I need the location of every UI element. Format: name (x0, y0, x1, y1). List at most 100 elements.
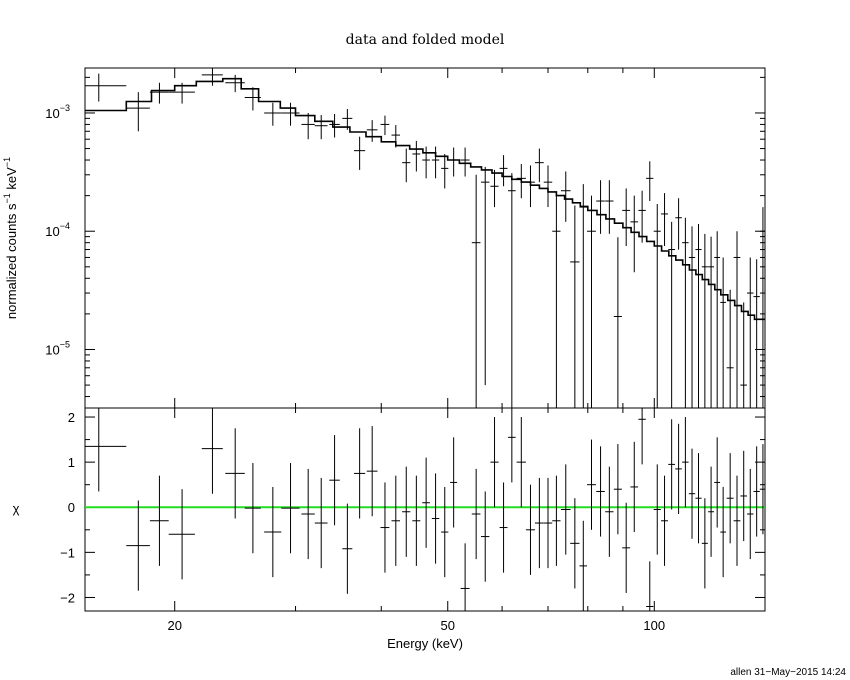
residual-point (605, 466, 614, 557)
residual-point (168, 489, 195, 580)
data-point (605, 180, 614, 234)
data-point (391, 125, 401, 148)
data-point (525, 165, 535, 208)
top-plot-frame (84, 67, 766, 409)
residual-point (661, 475, 668, 566)
residual-point (630, 441, 639, 533)
data-point (380, 115, 390, 136)
data-point (422, 146, 430, 179)
data-point (596, 180, 605, 234)
data-point (264, 102, 282, 126)
data-point (431, 146, 440, 179)
data-point (740, 302, 747, 408)
x-axis-label: Energy (keV) (387, 636, 463, 651)
residual-point (301, 468, 315, 560)
residual-point (85, 408, 127, 492)
data-point (653, 203, 661, 408)
bottom-plot-frame (84, 407, 766, 612)
residual-point (225, 428, 245, 519)
residual-point (507, 408, 516, 483)
data-point (412, 140, 421, 172)
data-point (560, 171, 571, 222)
residual-point (314, 477, 328, 569)
data-point (579, 184, 588, 408)
residual-point (450, 437, 458, 528)
x-tick-label: 100 (643, 618, 665, 633)
residual-point (353, 428, 366, 519)
data-point (534, 148, 544, 183)
residual-point (746, 468, 754, 560)
data-point (499, 155, 508, 187)
residual-point (622, 502, 631, 593)
residual-point (149, 475, 169, 566)
residual-point (244, 463, 261, 554)
data-point (726, 289, 734, 408)
data-point (630, 195, 639, 273)
data-point (668, 221, 676, 408)
y-tick-label: 2 (68, 410, 75, 425)
data-point (225, 74, 245, 93)
residual-point (726, 453, 734, 544)
data-point (613, 237, 622, 408)
residual-point (708, 466, 715, 557)
residual-point (682, 417, 689, 508)
data-point (329, 114, 340, 138)
residual-point (480, 491, 490, 582)
residual-point (431, 473, 440, 564)
residual-point (525, 484, 535, 575)
data-point (301, 112, 315, 140)
data-point (759, 207, 765, 408)
data-point (720, 257, 726, 408)
residual-point (668, 419, 676, 510)
data-point (714, 231, 721, 408)
data-point (480, 166, 490, 386)
bottom-y-axis-label: χ (13, 501, 20, 516)
residual-point (646, 561, 654, 611)
data-point (244, 87, 261, 111)
data-point (314, 115, 328, 140)
residual-point (201, 408, 223, 494)
residual-point (688, 448, 696, 539)
residual-point (733, 475, 741, 566)
residual-point (759, 444, 765, 535)
residual-point (701, 498, 708, 589)
residual-point (560, 464, 571, 555)
residual-point (596, 446, 605, 537)
residual-point (402, 466, 411, 557)
top-panel: 10−3 10−4 10−5 normalized counts s−1 keV−1 (2, 67, 766, 409)
data-point (402, 148, 411, 183)
bottom-axis-ticks (85, 408, 765, 611)
data-point (695, 224, 702, 408)
data-point (543, 165, 553, 208)
chart-title: data and folded model (346, 32, 505, 48)
data-point (701, 233, 708, 408)
y-tick-label: 10−5 (45, 339, 70, 357)
residual-point (329, 435, 340, 526)
residual-point (391, 475, 401, 566)
data-point (516, 164, 526, 199)
data-point (168, 82, 195, 104)
data-point (746, 257, 754, 408)
top-axis-ticks (85, 68, 765, 408)
data-point (638, 190, 646, 243)
data-point (570, 205, 580, 408)
residual-point (380, 482, 390, 573)
top-y-axis-label: normalized counts s−1 keV−1 (2, 157, 19, 319)
data-point (450, 147, 458, 177)
y-tick-label: 10−4 (45, 221, 70, 239)
residual-point (126, 500, 150, 591)
residual-point (675, 423, 682, 515)
data-point (471, 174, 481, 408)
residual-point (516, 417, 526, 508)
y-tick-label: 1 (68, 455, 75, 470)
residual-point (587, 439, 596, 530)
data-point (342, 109, 353, 130)
residual-point (543, 477, 553, 569)
data-point (507, 173, 516, 408)
data-point (149, 82, 169, 104)
bottom-y-tick-labels: 2 1 0 −1 −2 (60, 410, 75, 605)
data-point (281, 102, 300, 126)
residual-point (695, 453, 702, 544)
data-point (708, 236, 715, 408)
data-point (366, 120, 378, 142)
